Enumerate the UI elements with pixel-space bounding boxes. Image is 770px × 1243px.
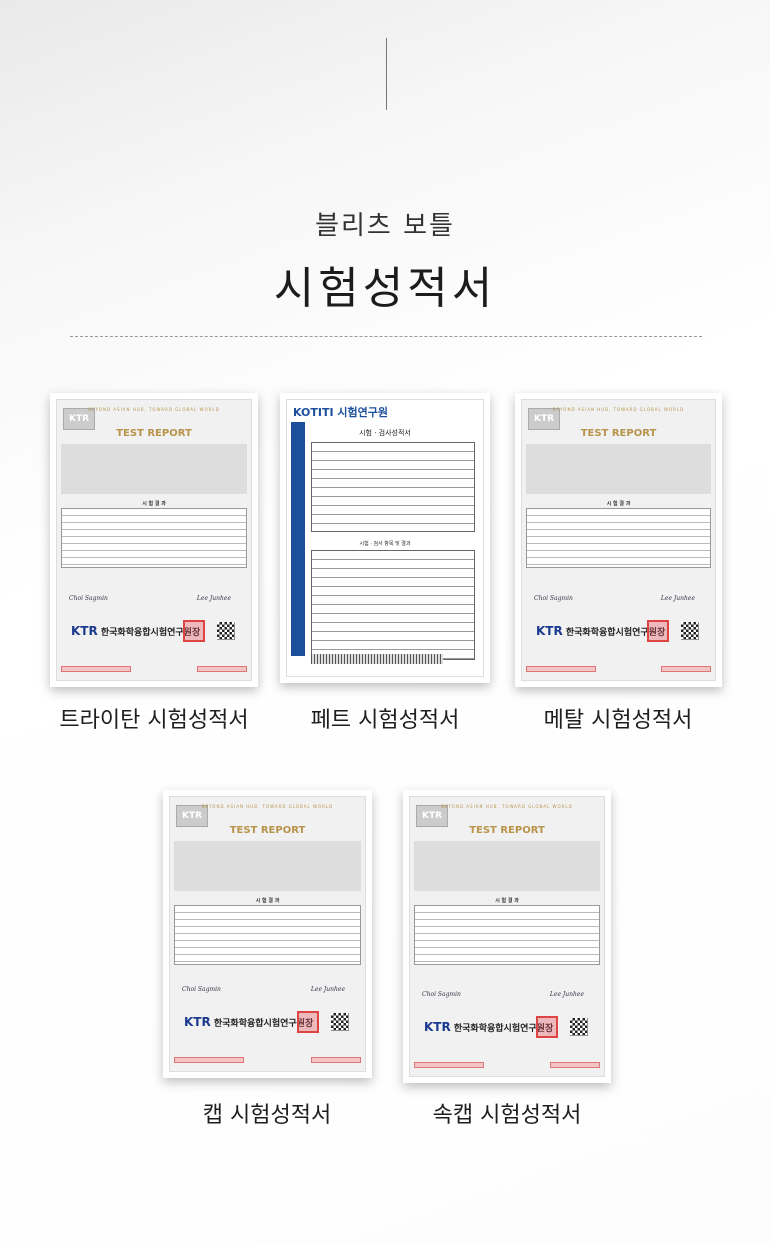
official-seal (647, 620, 669, 642)
report-title: 시험 · 검사성적서 (359, 429, 411, 437)
ktr-logo: KTR (176, 805, 208, 827)
page-title: 시험성적서 (273, 263, 497, 314)
footer-note (197, 666, 247, 672)
report-caption: 페트 시험성적서 (310, 708, 460, 733)
ktr-test-report-document: KTR BEYOND ASIAN HUB, TOWARD GLOBAL WORL… (409, 796, 605, 1077)
report-slogan: BEYOND ASIAN HUB, TOWARD GLOBAL WORLD (441, 804, 573, 809)
signature-left: Choi Sagmin (534, 595, 573, 602)
ktr-logo: KTR (416, 805, 448, 827)
report-caption: 캡 시험성적서 (202, 1103, 332, 1128)
results-heading: 시 험 결 과 (255, 898, 280, 904)
signature-right: Lee Junhee (549, 991, 584, 998)
results-table (414, 905, 600, 965)
results-heading: 시 험 결 과 (606, 501, 631, 507)
report-title: TEST REPORT (469, 825, 545, 836)
report-title: TEST REPORT (116, 428, 192, 439)
signature-left: Choi Sagmin (422, 991, 461, 998)
kotiti-side-bar (291, 422, 305, 656)
dashed-divider (70, 336, 702, 337)
signature-right: Lee Junhee (660, 595, 695, 602)
report-title: TEST REPORT (229, 825, 306, 836)
qr-code-icon (331, 1013, 349, 1031)
test-report-card: KTR BEYOND ASIAN HUB, TOWARD GLOBAL WORL… (50, 393, 258, 687)
ktr-footer-logo: KTR (536, 624, 563, 638)
footer-note (414, 1062, 484, 1068)
divider-line (386, 38, 387, 110)
barcode-footer (311, 654, 443, 664)
results-table (61, 508, 247, 568)
results-table (311, 550, 475, 660)
test-report-card: KOTITI 시험연구원 시험 · 검사성적서 시험 · 검사 항목 및 결과 (280, 393, 490, 683)
report-slogan: BEYOND ASIAN HUB, TOWARD GLOBAL WORLD (201, 804, 334, 809)
report-slogan: BEYOND ASIAN HUB, TOWARD GLOBAL WORLD (552, 407, 685, 412)
report-title: TEST REPORT (580, 428, 657, 439)
results-table (174, 905, 361, 965)
results-heading: 시험 · 검사 항목 및 결과 (359, 541, 411, 547)
test-report-card: KTR BEYOND ASIAN HUB, TOWARD GLOBAL WORL… (515, 393, 722, 687)
ktr-footer-logo: KTR (71, 624, 98, 638)
ktr-footer-logo: KTR (184, 1015, 211, 1029)
results-heading: 시 험 결 과 (495, 898, 519, 904)
signature-right: Lee Junhee (196, 595, 231, 602)
issuer-org: 한국화학융합시험연구원장 (100, 628, 201, 638)
official-seal (536, 1016, 558, 1038)
ktr-footer-logo: KTR (424, 1020, 451, 1034)
signature-left: Choi Sagmin (182, 986, 221, 993)
footer-note (526, 666, 596, 672)
signature-right: Lee Junhee (310, 986, 345, 993)
issuer-org: 한국화학융합시험연구원장 (453, 1024, 554, 1034)
ktr-logo: KTR (63, 408, 95, 430)
signature-left: Choi Sagmin (69, 595, 108, 602)
qr-code-icon (570, 1018, 588, 1036)
issuer-name: KTR 한국화학융합시험연구원장 (536, 624, 665, 638)
ktr-logo: KTR (528, 408, 560, 430)
issuer-name: KTR 한국화학융합시험연구원장 (424, 1020, 553, 1034)
qr-code-icon (217, 622, 235, 640)
footer-note (61, 666, 131, 672)
issuer-name: KTR 한국화학융합시험연구원장 (71, 624, 200, 638)
report-info-band (174, 841, 361, 891)
issuer-name: KTR 한국화학융합시험연구원장 (184, 1015, 313, 1029)
official-seal (297, 1011, 319, 1033)
report-caption: 트라이탄 시험성적서 (59, 708, 249, 733)
qr-code-icon (681, 622, 699, 640)
report-info-band (526, 444, 711, 494)
kotiti-logo: KOTITI 시험연구원 (293, 406, 389, 419)
report-caption: 속캡 시험성적서 (432, 1103, 582, 1128)
report-info-band (61, 444, 247, 494)
report-info-band (414, 841, 600, 891)
report-info-table (311, 442, 475, 532)
issuer-org: 한국화학융합시험연구원장 (213, 1019, 314, 1029)
report-caption: 메탈 시험성적서 (543, 708, 693, 733)
ktr-test-report-document: KTR BEYOND ASIAN HUB, TOWARD GLOBAL WORL… (521, 399, 716, 681)
official-seal (183, 620, 205, 642)
product-name: 블리츠 보틀 (315, 211, 455, 241)
footer-note (550, 1062, 600, 1068)
footer-note (174, 1057, 244, 1063)
footer-note (311, 1057, 361, 1063)
results-heading: 시 험 결 과 (142, 501, 166, 507)
footer-note (661, 666, 711, 672)
ktr-test-report-document: KTR BEYOND ASIAN HUB, TOWARD GLOBAL WORL… (169, 796, 366, 1072)
ktr-test-report-document: KTR BEYOND ASIAN HUB, TOWARD GLOBAL WORL… (56, 399, 252, 681)
results-table (526, 508, 711, 568)
report-slogan: BEYOND ASIAN HUB, TOWARD GLOBAL WORLD (88, 407, 220, 412)
test-report-card: KTR BEYOND ASIAN HUB, TOWARD GLOBAL WORL… (163, 790, 372, 1078)
issuer-org: 한국화학융합시험연구원장 (565, 628, 666, 638)
test-report-card: KTR BEYOND ASIAN HUB, TOWARD GLOBAL WORL… (403, 790, 611, 1083)
kotiti-test-report-document: KOTITI 시험연구원 시험 · 검사성적서 시험 · 검사 항목 및 결과 (286, 399, 484, 677)
